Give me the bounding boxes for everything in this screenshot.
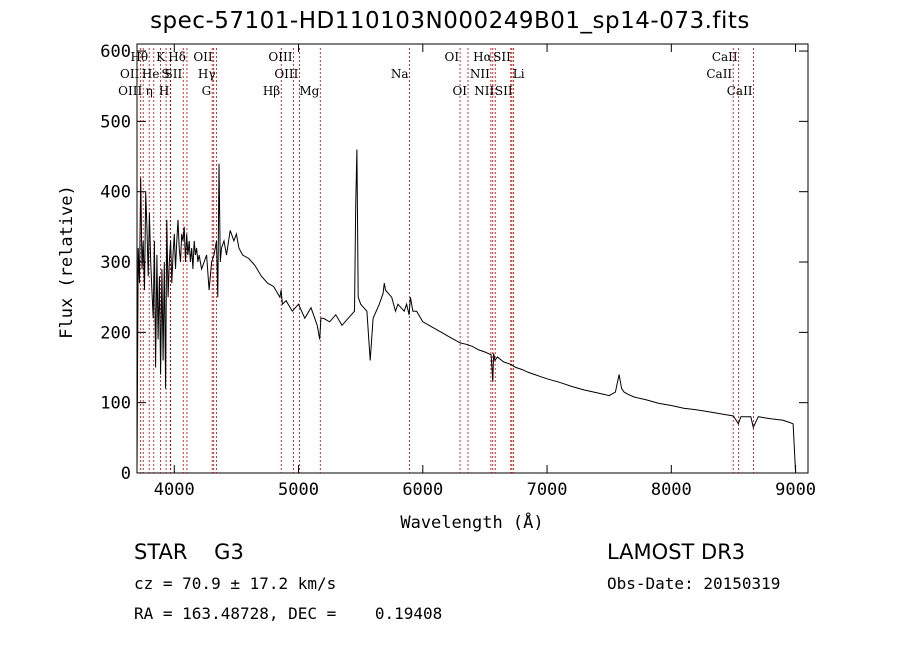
line-label: S <box>161 67 169 81</box>
y-tick-label: 100 <box>100 394 131 414</box>
line-label: OIII <box>118 84 142 98</box>
y-tick-label: 300 <box>100 253 131 273</box>
redshift-cz: cz = 70.9 ± 17.2 km/s <box>134 574 337 593</box>
line-label: Hα <box>473 50 492 64</box>
line-label: H <box>159 84 169 98</box>
y-tick-label: 200 <box>100 323 131 343</box>
spectrum-line <box>136 149 797 474</box>
line-label: η <box>146 84 153 98</box>
line-label: Mg <box>299 84 319 98</box>
line-label: OII <box>193 50 213 64</box>
line-label: SII <box>493 50 511 64</box>
line-label: OIII <box>274 67 298 81</box>
chart-title: spec-57101-HD110103N000249B01_sp14-073.f… <box>150 8 750 34</box>
line-label: Hβ <box>263 84 280 98</box>
line-label: K <box>156 50 166 64</box>
y-axis-ticks: 0 100 200 300 400 500 600 <box>100 42 808 484</box>
line-label: OII <box>120 67 140 81</box>
line-label: Na <box>391 67 409 81</box>
line-label: He <box>142 67 160 81</box>
line-label: SII <box>165 67 183 81</box>
ra-dec-coordinates: RA = 163.48728, DEC = 0.19408 <box>134 604 443 623</box>
object-type: STAR G3 <box>134 540 244 564</box>
line-label: Hδ <box>168 50 186 64</box>
line-label: Li <box>513 67 525 81</box>
x-tick-label: 5000 <box>278 480 319 500</box>
x-tick-label: 7000 <box>527 480 568 500</box>
x-tick-label: 9000 <box>775 480 816 500</box>
plot-frame <box>136 43 809 474</box>
observation-date: Obs-Date: 20150319 <box>607 574 781 593</box>
x-tick-label: 6000 <box>402 480 443 500</box>
line-label: OI <box>452 84 467 98</box>
y-tick-label: 0 <box>121 464 131 484</box>
x-tick-label: 8000 <box>651 480 692 500</box>
line-label: CaII <box>706 67 732 81</box>
line-label: CaII <box>727 84 753 98</box>
survey-name: LAMOST DR3 <box>607 540 746 564</box>
x-axis-label: Wavelength (Å) <box>400 511 543 533</box>
line-label: SII <box>495 84 513 98</box>
line-label: NII <box>470 67 490 81</box>
line-label: Hθ <box>130 50 148 64</box>
x-tick-label: 4000 <box>154 480 195 500</box>
line-label: Hγ <box>198 67 216 81</box>
x-axis-ticks: 4000 5000 6000 7000 8000 9000 <box>154 44 816 500</box>
y-tick-label: 600 <box>100 42 131 62</box>
line-label: OIII <box>268 50 292 64</box>
y-tick-label: 500 <box>100 112 131 132</box>
line-label: G <box>202 84 212 98</box>
y-tick-label: 400 <box>100 183 131 203</box>
y-axis-label: Flux (relative) <box>57 185 77 339</box>
line-label: CaII <box>712 50 738 64</box>
emission-line-markers <box>139 48 754 473</box>
line-label: OI <box>444 50 459 64</box>
line-label: NII <box>474 84 494 98</box>
